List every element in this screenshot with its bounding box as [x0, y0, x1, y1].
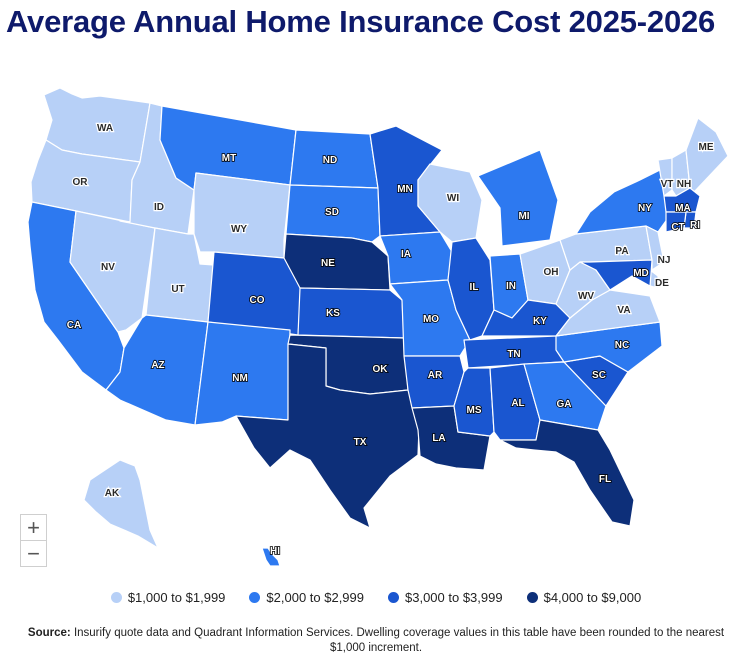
state-ks[interactable] — [297, 287, 405, 339]
state-label-nh: NH — [677, 179, 691, 190]
source-note: Source: Insurify quote data and Quadrant… — [14, 626, 738, 656]
state-ny[interactable] — [575, 169, 669, 235]
state-label-vt: VT — [661, 179, 674, 190]
legend-label: $4,000 to $9,000 — [543, 590, 642, 605]
legend-label: $1,000 to $1,999 — [127, 590, 226, 605]
state-label-in: IN — [506, 281, 516, 292]
state-label-co: CO — [250, 295, 265, 306]
state-label-mo: MO — [423, 314, 439, 325]
state-label-ne: NE — [321, 258, 335, 269]
state-label-ia: IA — [401, 249, 411, 260]
state-label-va: VA — [617, 305, 630, 316]
state-label-ct: CT — [671, 222, 684, 233]
state-label-me: ME — [699, 142, 714, 153]
state-label-nj: NJ — [658, 255, 671, 266]
legend-swatch-tier4 — [526, 592, 538, 603]
state-mi[interactable] — [477, 149, 559, 247]
source-label: Source: — [27, 627, 71, 639]
zoom-in-button[interactable]: + — [20, 514, 47, 541]
state-label-ma: MA — [675, 203, 691, 214]
state-wy[interactable] — [193, 172, 291, 259]
state-label-ok: OK — [373, 364, 389, 375]
state-label-oh: OH — [544, 267, 559, 278]
state-hi[interactable] — [261, 547, 281, 567]
state-label-ri: RI — [690, 220, 700, 231]
state-label-sc: SC — [592, 370, 606, 381]
state-md[interactable] — [579, 259, 653, 291]
legend-swatch-tier2 — [249, 592, 261, 603]
state-label-de: DE — [655, 278, 669, 289]
legend-swatch-tier1 — [110, 592, 122, 603]
legend-item-tier1[interactable]: $1,000 to $1,999 — [110, 590, 226, 605]
state-label-ak: AK — [105, 488, 120, 499]
page-title: Average Annual Home Insurance Cost 2025-… — [6, 4, 716, 39]
state-label-nm: NM — [232, 373, 248, 384]
legend-item-tier4[interactable]: $4,000 to $9,000 — [526, 590, 642, 605]
state-label-tx: TX — [354, 437, 367, 448]
state-label-mt: MT — [222, 153, 236, 164]
state-label-ga: GA — [557, 399, 572, 410]
state-ar[interactable] — [403, 355, 465, 409]
state-label-hi: HI — [270, 546, 280, 557]
state-label-id: ID — [154, 202, 164, 213]
legend-swatch-tier3 — [388, 592, 399, 603]
state-label-sd: SD — [325, 207, 339, 218]
state-label-ar: AR — [428, 370, 443, 381]
state-ak[interactable] — [83, 459, 159, 549]
state-label-md: MD — [633, 268, 649, 279]
state-me[interactable] — [685, 117, 729, 193]
state-label-ny: NY — [638, 203, 652, 214]
state-label-al: AL — [511, 398, 524, 409]
state-label-ut: UT — [171, 284, 184, 295]
state-nj[interactable] — [645, 225, 665, 271]
state-label-ks: KS — [326, 308, 340, 319]
legend-label: $3,000 to $3,999 — [405, 590, 503, 605]
us-map: WA OR CA NV ID UT AZ MT WY CO NM ND SD NE KS OK TX MN IA MO… — [27, 87, 729, 567]
state-label-mn: MN — [397, 184, 413, 195]
state-label-mi: MI — [518, 211, 529, 222]
state-label-nv: NV — [101, 262, 115, 273]
state-label-nd: ND — [323, 155, 337, 166]
state-label-wi: WI — [447, 193, 459, 204]
state-label-tn: TN — [507, 349, 520, 360]
state-label-il: IL — [470, 282, 479, 293]
state-fl[interactable] — [499, 419, 635, 527]
source-text: Insurify quote data and Quadrant Informa… — [73, 627, 725, 654]
legend-item-tier2[interactable]: $2,000 to $2,999 — [249, 590, 364, 605]
state-label-or: OR — [73, 177, 89, 188]
legend-label: $2,000 to $2,999 — [266, 590, 364, 605]
state-label-wv: WV — [578, 291, 594, 302]
state-tx[interactable] — [235, 343, 421, 529]
state-label-nc: NC — [615, 340, 629, 351]
state-label-wa: WA — [97, 123, 113, 134]
state-label-la: LA — [432, 433, 445, 444]
state-label-ca: CA — [67, 320, 81, 331]
state-ct[interactable] — [665, 211, 687, 233]
state-ia[interactable] — [379, 231, 453, 285]
state-label-fl: FL — [599, 474, 611, 485]
state-label-az: AZ — [151, 360, 164, 371]
state-ga[interactable] — [523, 361, 607, 431]
state-label-wy: WY — [231, 224, 247, 235]
state-label-pa: PA — [615, 246, 628, 257]
zoom-out-button[interactable]: − — [20, 540, 47, 567]
legend: $1,000 to $1,999 $2,000 to $2,999 $3,000… — [0, 590, 752, 605]
state-ne[interactable] — [283, 233, 391, 291]
state-label-ms: MS — [467, 405, 482, 416]
state-label-ky: KY — [533, 316, 547, 327]
legend-item-tier3[interactable]: $3,000 to $3,999 — [388, 590, 503, 605]
